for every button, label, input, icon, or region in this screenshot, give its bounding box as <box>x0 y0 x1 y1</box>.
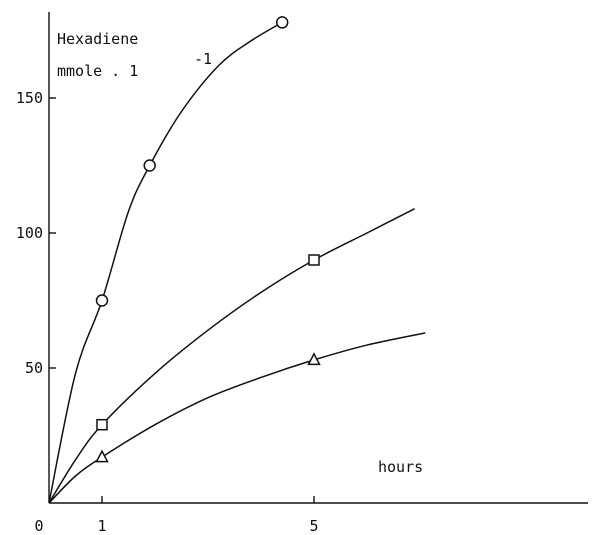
ticks: 50 100 150 0 1 5 <box>16 89 319 535</box>
x-axis-label: hours <box>378 458 423 476</box>
y-axis-label: Hexadiene <box>57 30 138 48</box>
triangle-point <box>307 352 321 366</box>
y-tick-label: 100 <box>16 224 43 242</box>
circle-series-curve <box>48 21 283 504</box>
y-tick-label: 150 <box>16 89 43 107</box>
circle-point <box>275 16 289 29</box>
triangle-point <box>95 449 109 463</box>
y-axis-unit-exponent: -1 <box>194 50 212 68</box>
curves <box>48 21 426 504</box>
x-tick-label: 0 <box>34 517 43 535</box>
x-tick-label: 5 <box>309 517 318 535</box>
x-tick-label: 1 <box>97 517 106 535</box>
triangle-series-curve <box>48 332 426 504</box>
circle-point <box>143 159 156 172</box>
circle-point <box>95 294 109 307</box>
y-tick-label: 50 <box>25 359 43 377</box>
y-axis-unit: mmole . 1 <box>57 62 138 80</box>
square-series-curve <box>48 208 416 504</box>
markers <box>95 16 321 463</box>
square-point <box>308 254 320 266</box>
square-point <box>96 418 108 431</box>
